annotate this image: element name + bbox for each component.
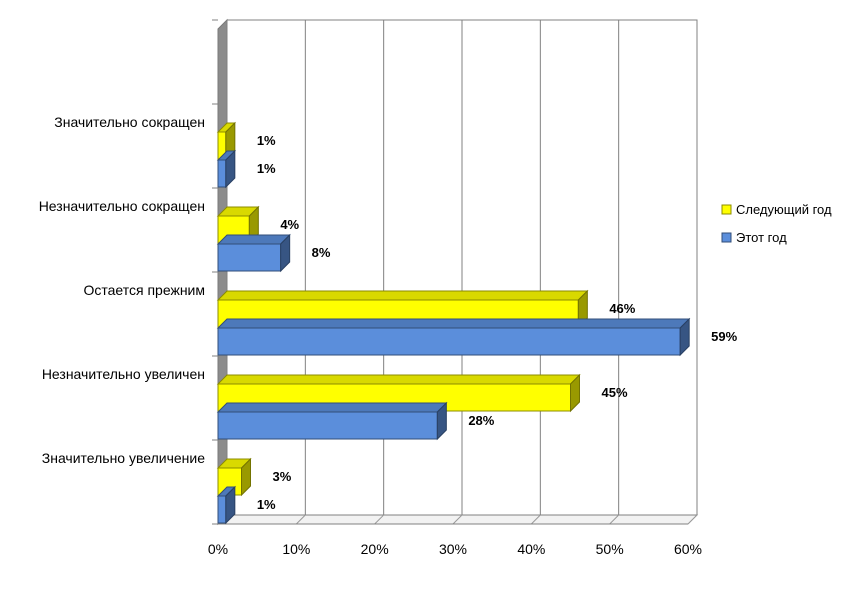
bar-side xyxy=(225,485,236,525)
gridline-floor xyxy=(295,514,306,525)
bar-side xyxy=(280,233,291,273)
x-tick-label: 50% xyxy=(596,541,624,557)
x-tick-label: 40% xyxy=(517,541,545,557)
data-label: 1% xyxy=(257,133,276,148)
bar-front xyxy=(217,495,227,524)
bar-side xyxy=(436,401,447,441)
category-label: Незначительно увеличен xyxy=(42,366,205,382)
bar-side xyxy=(679,317,690,357)
legend-swatch xyxy=(721,232,732,243)
data-label: 46% xyxy=(609,301,635,316)
gridline-floor xyxy=(609,514,620,525)
side-wall xyxy=(217,18,228,526)
gridline-floor xyxy=(452,514,463,525)
gridline-floor xyxy=(374,514,385,525)
x-tick-label: 60% xyxy=(674,541,702,557)
bar-front xyxy=(217,159,227,188)
data-label: 59% xyxy=(711,329,737,344)
bar-side xyxy=(577,289,588,329)
bar-side xyxy=(248,205,259,245)
x-tick-label: 10% xyxy=(282,541,310,557)
data-label: 28% xyxy=(468,413,494,428)
legend-label: Этот год xyxy=(736,230,787,245)
gridline-floor xyxy=(687,514,698,525)
data-label: 3% xyxy=(273,469,292,484)
legend: Следующий год Этот год xyxy=(721,202,832,245)
bar-side xyxy=(241,457,251,497)
category-label: Значительно увеличение xyxy=(42,450,205,466)
axes: 0% 10% 20% 30% 40% 50% 60% xyxy=(208,19,702,557)
legend-label: Следующий год xyxy=(736,202,832,217)
data-label: 8% xyxy=(312,245,331,260)
bar-side xyxy=(225,121,236,161)
bar-side xyxy=(225,149,236,189)
category-label: Остается прежним xyxy=(83,282,205,298)
bar-top xyxy=(216,234,291,245)
x-tick-label: 30% xyxy=(439,541,467,557)
bar-top xyxy=(216,402,448,413)
bar-top xyxy=(216,290,589,301)
data-label: 4% xyxy=(280,217,299,232)
bar-top xyxy=(216,318,691,329)
bar-front xyxy=(217,327,681,356)
labels: Значительно сокращен 1% 1% Незначительно со… xyxy=(39,114,738,512)
chart-walls xyxy=(216,18,699,526)
bar-front xyxy=(217,411,438,440)
bar-top xyxy=(216,374,581,385)
data-label: 1% xyxy=(257,161,276,176)
bars xyxy=(216,121,691,525)
bar-front xyxy=(217,243,282,272)
category-label: Значительно сокращен xyxy=(54,114,205,130)
gridlines xyxy=(217,20,698,525)
data-label: 1% xyxy=(257,497,276,512)
legend-swatch xyxy=(721,204,732,215)
bar-side xyxy=(570,373,580,413)
data-label: 45% xyxy=(602,385,628,400)
gridline-floor xyxy=(530,514,541,525)
x-tick-label: 20% xyxy=(361,541,389,557)
category-label: Незначительно сокращен xyxy=(39,198,205,214)
x-tick-label: 0% xyxy=(208,541,228,557)
